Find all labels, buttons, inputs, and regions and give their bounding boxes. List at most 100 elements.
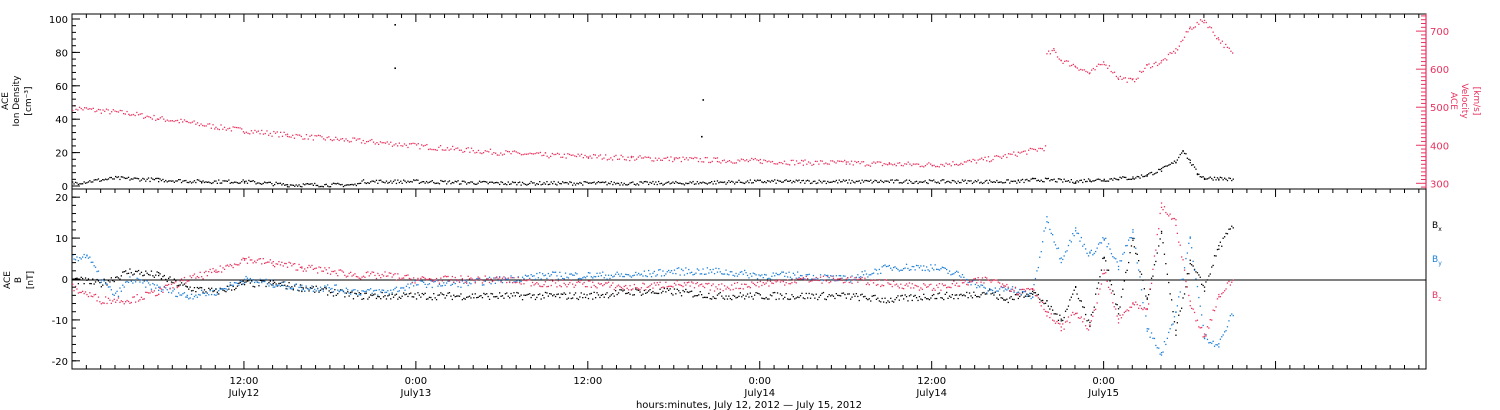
bx-point bbox=[497, 297, 499, 299]
velocity-point bbox=[273, 130, 275, 133]
bx-point bbox=[261, 280, 263, 282]
velocity-point bbox=[527, 153, 529, 155]
bx-point bbox=[225, 291, 227, 293]
velocity-point bbox=[1019, 152, 1021, 154]
bz-point bbox=[941, 283, 943, 285]
bx-point bbox=[648, 290, 650, 292]
bx-point bbox=[1093, 306, 1095, 308]
bz-point bbox=[877, 283, 879, 286]
bz-point bbox=[102, 302, 104, 304]
bz-point bbox=[185, 282, 187, 284]
density-point bbox=[196, 179, 198, 181]
bz-point bbox=[351, 275, 353, 277]
by-point bbox=[579, 277, 581, 280]
bz-point bbox=[137, 300, 140, 302]
by-point bbox=[953, 273, 955, 275]
density-point bbox=[1062, 181, 1064, 183]
by-point bbox=[885, 265, 888, 268]
velocity-point bbox=[565, 157, 567, 159]
bz-point bbox=[848, 281, 850, 284]
bx-point bbox=[382, 296, 385, 298]
by-point bbox=[600, 275, 602, 277]
bz-point bbox=[87, 295, 90, 298]
bx-point bbox=[509, 297, 511, 299]
density-point bbox=[190, 182, 193, 184]
by-point bbox=[1075, 227, 1077, 229]
bx-point bbox=[99, 282, 101, 284]
density-point bbox=[976, 181, 978, 183]
bx-point bbox=[282, 281, 284, 283]
density-point bbox=[772, 180, 774, 182]
bz-point bbox=[1007, 286, 1009, 288]
velocity-point bbox=[997, 155, 999, 157]
bx-point bbox=[1056, 313, 1058, 315]
bx-point bbox=[361, 298, 363, 300]
bz-point bbox=[643, 283, 645, 285]
bz-point bbox=[602, 285, 604, 287]
density-point bbox=[231, 181, 233, 184]
density-point bbox=[759, 179, 761, 181]
density-point bbox=[643, 181, 645, 183]
bz-point bbox=[738, 287, 740, 290]
density-point bbox=[275, 181, 277, 183]
by-point bbox=[822, 279, 825, 282]
bx-point bbox=[693, 295, 696, 297]
by-point bbox=[93, 265, 95, 267]
by-point bbox=[731, 271, 733, 273]
density-point bbox=[1102, 180, 1104, 182]
density-point bbox=[811, 182, 813, 184]
by-point bbox=[676, 267, 678, 270]
bx-point bbox=[927, 298, 929, 300]
bz-point bbox=[840, 277, 842, 280]
density-point bbox=[431, 180, 433, 182]
velocity-point bbox=[412, 142, 414, 144]
bx-point bbox=[1115, 303, 1117, 305]
bz-point bbox=[175, 281, 177, 283]
by-point bbox=[276, 284, 279, 286]
density-point bbox=[847, 182, 849, 184]
bx-point bbox=[410, 292, 412, 294]
bx-point bbox=[640, 294, 643, 296]
density-point bbox=[1209, 176, 1211, 178]
bz-point bbox=[920, 287, 922, 289]
density-point bbox=[97, 178, 100, 180]
bz-point bbox=[1090, 320, 1092, 322]
by-point bbox=[408, 287, 410, 289]
velocity-point bbox=[247, 132, 249, 134]
bz-point bbox=[262, 258, 264, 260]
bz-point bbox=[583, 281, 585, 284]
bz-point bbox=[938, 283, 941, 285]
density-point bbox=[928, 179, 931, 181]
density-point bbox=[221, 182, 223, 184]
by-point bbox=[208, 294, 210, 296]
bz-point bbox=[457, 279, 459, 282]
density-point bbox=[987, 182, 989, 184]
density-point bbox=[1143, 175, 1145, 178]
bx-point bbox=[291, 286, 293, 288]
by-point bbox=[891, 269, 893, 271]
bx-point bbox=[125, 270, 127, 272]
density-point bbox=[883, 181, 885, 184]
density-point bbox=[209, 182, 211, 184]
bx-point bbox=[324, 286, 326, 289]
bz-point bbox=[365, 271, 367, 274]
bz-point bbox=[1191, 307, 1193, 309]
density-point bbox=[444, 180, 446, 182]
bx-point bbox=[232, 285, 234, 288]
velocity-point bbox=[678, 157, 681, 159]
velocity-point bbox=[421, 144, 423, 146]
bx-point bbox=[636, 289, 638, 291]
by-point bbox=[341, 289, 343, 291]
density-point bbox=[751, 182, 753, 184]
velocity-point bbox=[72, 109, 74, 112]
density-point bbox=[880, 179, 882, 182]
bz-point bbox=[400, 278, 402, 281]
bz-point bbox=[288, 261, 290, 263]
bx-point bbox=[731, 298, 733, 301]
by-point bbox=[1209, 341, 1211, 344]
density-point bbox=[1097, 178, 1100, 180]
density-point bbox=[745, 181, 747, 183]
velocity-point bbox=[262, 133, 265, 135]
bottom-left-tick-label: 0 bbox=[62, 275, 68, 286]
bx-point bbox=[178, 284, 180, 287]
